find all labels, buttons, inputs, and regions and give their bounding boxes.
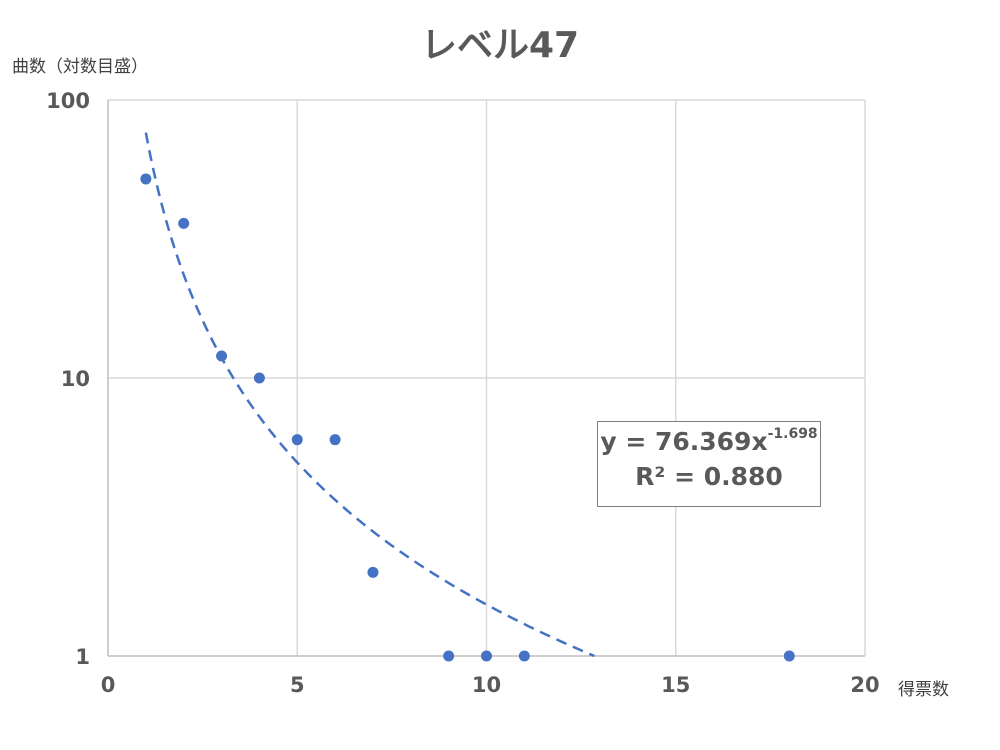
data-point <box>291 434 303 446</box>
x-tick-label: 5 <box>290 673 305 697</box>
data-point <box>367 566 379 578</box>
trendline-equation: y = 76.369x-1.698 <box>598 426 820 456</box>
data-point <box>178 217 190 229</box>
data-point <box>216 350 228 362</box>
chart-title: レベル47 <box>420 25 580 66</box>
gridlines <box>107 99 866 657</box>
data-point <box>443 650 455 662</box>
data-point <box>140 173 152 185</box>
data-point <box>518 650 530 662</box>
data-points <box>140 173 795 662</box>
power-trendline <box>144 132 595 658</box>
x-tick-label: 0 <box>101 673 116 697</box>
x-tick-label: 15 <box>661 673 690 697</box>
x-tick-label: 10 <box>472 673 501 697</box>
y-tick-label: 100 <box>46 89 90 113</box>
data-point <box>329 434 341 446</box>
x-axis-title: 得票数 <box>898 680 949 700</box>
y-tick-label: 1 <box>75 645 90 669</box>
trendline-layer <box>144 132 595 658</box>
y-tick-label: 10 <box>61 367 90 391</box>
trendline-equation-box: y = 76.369x-1.698 R² = 0.880 <box>597 421 821 507</box>
y-axis-title: 曲数（対数目盛） <box>12 57 148 77</box>
equation-exponent: -1.698 <box>767 426 818 442</box>
x-tick-label: 20 <box>850 673 879 697</box>
data-point <box>481 650 492 662</box>
data-point <box>253 372 265 384</box>
r-squared-label: R² = 0.880 <box>635 462 783 491</box>
equation-prefix: y = 76.369x <box>600 427 768 456</box>
data-point <box>783 650 795 662</box>
tick-labels: 0 5 10 15 20 1 10 100 <box>46 89 879 697</box>
